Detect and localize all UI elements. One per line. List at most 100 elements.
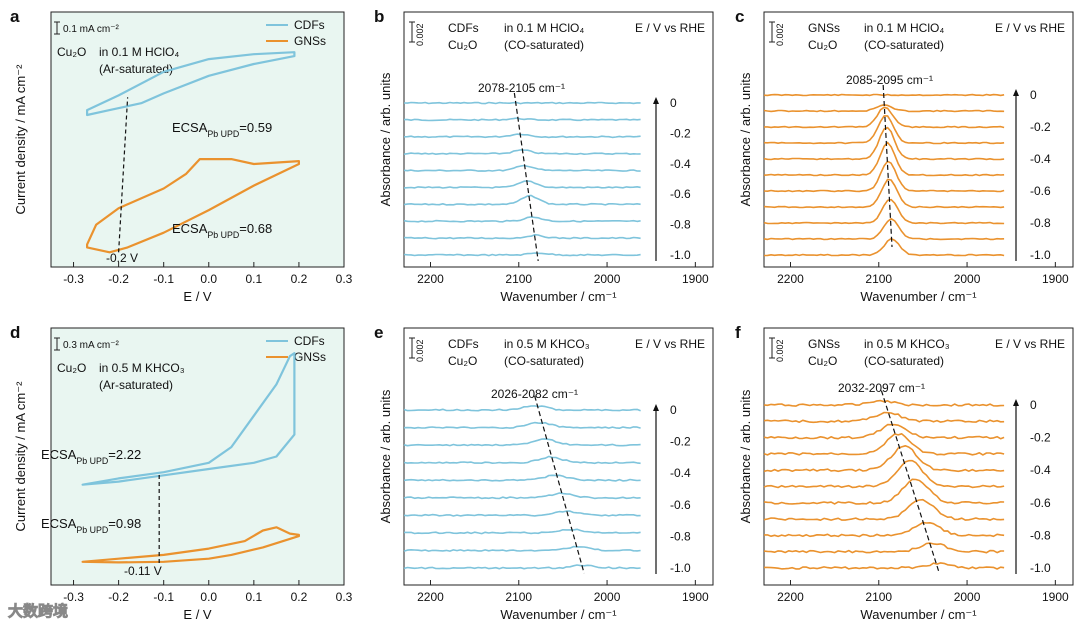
spectrum-trace bbox=[404, 117, 641, 122]
electrolyte-label: in 0.1 M HClO₄ bbox=[504, 21, 584, 35]
plot-frame bbox=[50, 327, 345, 586]
potential-tick-label: -0.4 bbox=[1030, 463, 1051, 477]
electrolyte-label: in 0.1 M HClO₄ bbox=[99, 45, 179, 59]
plot-frame bbox=[763, 11, 1074, 268]
potential-tick-label: -1.0 bbox=[1030, 561, 1051, 575]
panel-a: a -0.3 -0.2 -0.1 0.0 0.1 0.2 0.3 E / V Current de… bbox=[10, 7, 353, 304]
potential-arrow-head bbox=[1013, 399, 1019, 406]
potential-tick-label: -0.6 bbox=[670, 187, 691, 201]
panel-tag: b bbox=[374, 7, 384, 26]
x-tick-label: 2100 bbox=[505, 272, 532, 286]
spectrum-trace bbox=[763, 433, 1005, 456]
ecsa-cdfs-label-part: =2.22 bbox=[108, 447, 141, 462]
ecsa-cdfs-label: ECSAPb UPD=2.22 bbox=[41, 447, 141, 466]
x-tick-label: 2000 bbox=[594, 590, 621, 604]
panel-tag: c bbox=[735, 7, 744, 26]
potential-arrow-head bbox=[653, 404, 659, 411]
y-axis-label: Absorbance / arb. units bbox=[378, 389, 393, 523]
spectrum-trace bbox=[763, 160, 1005, 193]
sample-label: Cu₂O bbox=[57, 45, 86, 59]
ecsa-cdfs-label-part: =0.68 bbox=[239, 221, 272, 236]
legend-entry: GNSs bbox=[294, 34, 326, 48]
panel-d: d -0.3 -0.2 -0.1 0.0 0.1 0.2 0.3 E / V Current de… bbox=[10, 323, 353, 622]
spectrum-trace bbox=[403, 233, 641, 240]
potential-header: E / V vs RHE bbox=[635, 21, 705, 35]
potential-label: -0.11 V bbox=[124, 564, 162, 578]
x-tick-label: 0.2 bbox=[291, 272, 308, 286]
spectrum-trace bbox=[763, 498, 1005, 521]
spectrum-trace bbox=[403, 180, 641, 189]
spectrum-trace bbox=[403, 545, 641, 552]
potential-label: -0.2 V bbox=[106, 251, 138, 265]
y-axis-label: Current density / mA cm⁻² bbox=[13, 381, 28, 532]
ecsa-cdfs-label: ECSAPb UPD=0.68 bbox=[172, 221, 272, 240]
potential-arrow-head bbox=[1013, 89, 1019, 96]
x-tick-label: 0.3 bbox=[336, 272, 353, 286]
potential-tick-label: -0.8 bbox=[670, 529, 691, 543]
spectrum-trace bbox=[763, 411, 1005, 424]
x-tick-label: 0.1 bbox=[246, 590, 263, 604]
scale-bar-label: 0.002 bbox=[775, 23, 785, 46]
scale-bar-label: 0.002 bbox=[415, 339, 425, 362]
electrolyte-label: in 0.5 M KHCO₃ bbox=[99, 361, 185, 375]
legend-entry: CDFs bbox=[294, 334, 325, 348]
potential-tick-label: 0 bbox=[670, 96, 677, 110]
x-tick-label: -0.2 bbox=[108, 272, 129, 286]
potential-tick-label: -0.4 bbox=[1030, 152, 1051, 166]
spectrum-trace bbox=[403, 405, 641, 412]
cv-curve-cdfs bbox=[86, 51, 296, 117]
potential-tick-label: -1.0 bbox=[1030, 248, 1051, 262]
spectrum-trace bbox=[403, 510, 641, 517]
gas-label: (CO-saturated) bbox=[864, 38, 944, 52]
electrolyte-label: in 0.1 M HClO₄ bbox=[864, 21, 944, 35]
sample-label: Cu₂O bbox=[448, 354, 477, 368]
ecsa-cdfs-label-part: ECSA bbox=[41, 447, 77, 462]
x-tick-label: 0.1 bbox=[246, 272, 263, 286]
spectrum-trace bbox=[403, 474, 641, 482]
x-tick-label: 0.3 bbox=[336, 590, 353, 604]
x-tick-label: 2000 bbox=[594, 272, 621, 286]
spectrum-trace bbox=[763, 198, 1005, 225]
spectrum-trace bbox=[403, 455, 641, 465]
potential-tick-label: -0.4 bbox=[670, 466, 691, 480]
panel-e: e 2200 2100 2000 1900 Wavenumber / cm⁻¹ Absorb… bbox=[374, 323, 714, 622]
spectrum-trace bbox=[403, 216, 641, 223]
legend-entry: CDFs bbox=[294, 18, 325, 32]
potential-tick-label: -0.8 bbox=[1030, 528, 1051, 542]
potential-tick-label: -0.2 bbox=[1030, 431, 1051, 445]
spectrum-trace bbox=[763, 399, 1005, 407]
x-axis-label: E / V bbox=[183, 289, 212, 304]
watermark: 大数跨境 bbox=[8, 602, 68, 620]
ecsa-cdfs-label-part: Pb UPD bbox=[207, 230, 239, 240]
spectrum-trace bbox=[763, 178, 1005, 209]
x-tick-label: 2200 bbox=[417, 590, 444, 604]
x-tick-label: 2100 bbox=[505, 590, 532, 604]
x-tick-label: 2100 bbox=[865, 272, 892, 286]
sample-label: GNSs bbox=[808, 337, 840, 351]
panel-f: f 2200 2100 2000 1900 Wavenumber / cm⁻¹ Absorb… bbox=[735, 323, 1074, 622]
y-axis-label: Absorbance / arb. units bbox=[738, 389, 753, 523]
potential-tick-label: -1.0 bbox=[670, 561, 691, 575]
potential-tick-label: 0 bbox=[1030, 398, 1037, 412]
electrolyte-label: in 0.5 M KHCO₃ bbox=[864, 337, 950, 351]
scale-bar-label: 0.002 bbox=[415, 23, 425, 46]
panel-tag: a bbox=[10, 7, 20, 26]
plot-frame bbox=[403, 327, 714, 586]
ecsa-cdfs-label-part: Pb UPD bbox=[76, 456, 108, 466]
panel-tag: d bbox=[10, 323, 20, 342]
spectrum-trace bbox=[403, 133, 641, 139]
x-tick-label: -0.3 bbox=[63, 590, 84, 604]
cv-curve-gnss bbox=[81, 526, 300, 564]
x-axis-label: Wavenumber / cm⁻¹ bbox=[500, 289, 617, 304]
peak-shift-line bbox=[882, 84, 893, 248]
gas-label: (Ar-saturated) bbox=[99, 378, 173, 392]
spectrum-trace bbox=[763, 126, 1005, 161]
x-tick-label: 2200 bbox=[777, 272, 804, 286]
cv-curve-cdfs bbox=[81, 352, 296, 486]
spectrum-trace bbox=[403, 492, 641, 500]
x-tick-label: 0.0 bbox=[200, 590, 217, 604]
potential-header: E / V vs RHE bbox=[635, 337, 705, 351]
sample-label: Cu₂O bbox=[808, 38, 837, 52]
x-tick-label: -0.1 bbox=[153, 590, 174, 604]
x-tick-label: -0.2 bbox=[108, 590, 129, 604]
